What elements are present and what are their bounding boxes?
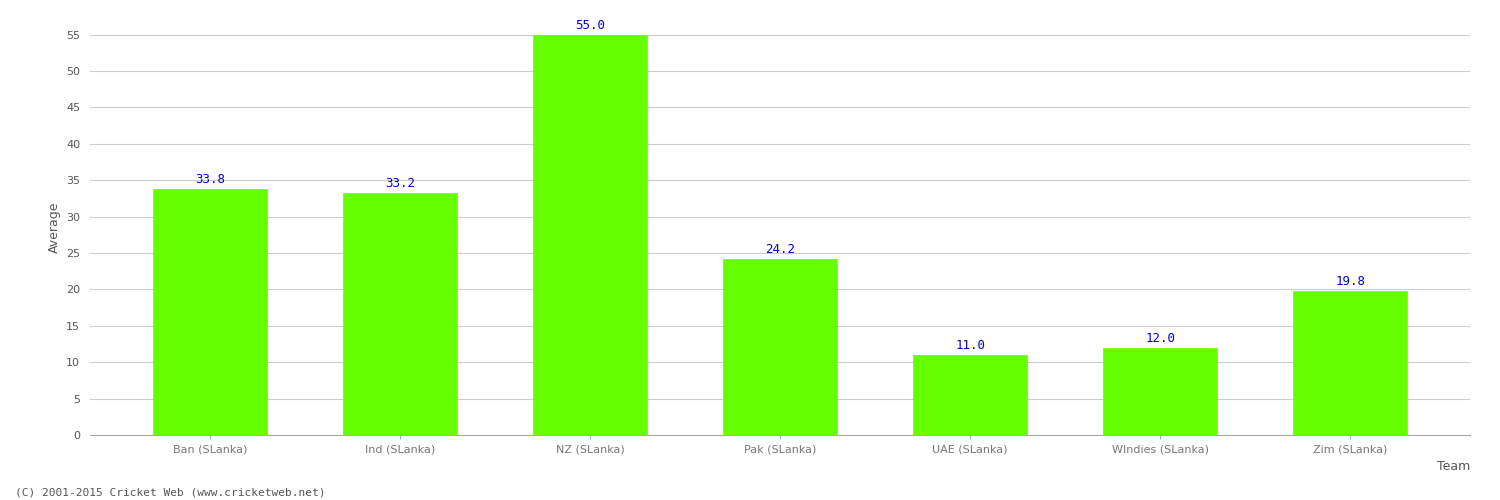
Text: 33.2: 33.2 xyxy=(386,178,416,190)
Bar xyxy=(723,259,837,435)
Bar xyxy=(1102,348,1216,435)
Y-axis label: Average: Average xyxy=(48,202,60,253)
Text: 24.2: 24.2 xyxy=(765,243,795,256)
Text: 19.8: 19.8 xyxy=(1335,275,1365,288)
Bar xyxy=(153,189,267,435)
Bar xyxy=(344,194,458,435)
Text: 33.8: 33.8 xyxy=(195,173,225,186)
Bar xyxy=(532,34,646,435)
Text: (C) 2001-2015 Cricket Web (www.cricketweb.net): (C) 2001-2015 Cricket Web (www.cricketwe… xyxy=(15,488,326,498)
Bar xyxy=(1293,291,1407,435)
Bar xyxy=(914,355,1028,435)
Text: 11.0: 11.0 xyxy=(956,339,986,352)
Text: 12.0: 12.0 xyxy=(1144,332,1174,344)
Text: 55.0: 55.0 xyxy=(574,18,604,32)
X-axis label: Team: Team xyxy=(1437,460,1470,472)
